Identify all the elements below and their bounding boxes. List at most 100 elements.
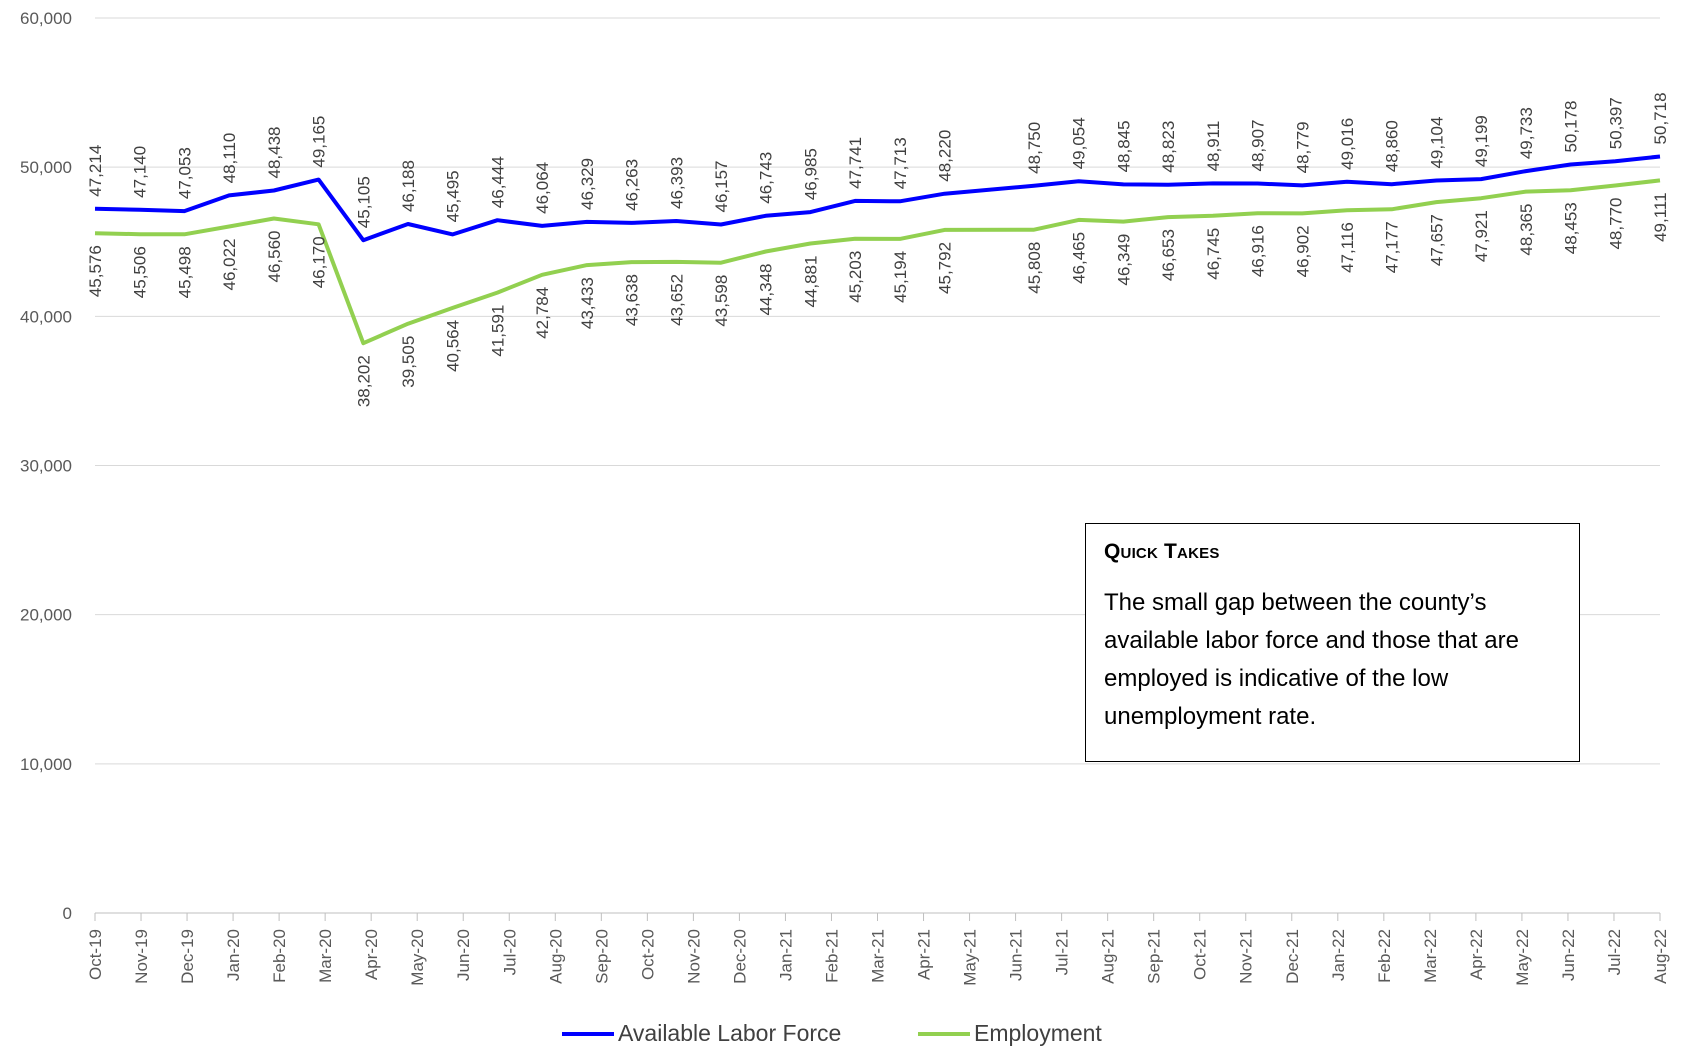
data-label-labor-force: 46,157 <box>712 160 731 212</box>
quick-takes-box: Quick Takes The small gap between the co… <box>1085 523 1580 762</box>
data-label-employment: 47,657 <box>1427 214 1446 266</box>
x-tick-label: Dec-19 <box>178 929 197 984</box>
x-tick-label: Nov-21 <box>1237 929 1256 984</box>
x-tick-label: May-22 <box>1513 929 1532 986</box>
data-label-labor-force: 46,064 <box>533 162 552 214</box>
x-tick-label: Apr-20 <box>362 929 381 980</box>
legend-label-labor-force: Available Labor Force <box>618 1020 842 1046</box>
data-label-employment: 47,921 <box>1472 210 1491 262</box>
quick-takes-text: The small gap between the county’s avail… <box>1104 589 1519 730</box>
x-tick-label: Oct-19 <box>86 929 105 980</box>
data-label-labor-force: 45,105 <box>354 176 373 228</box>
data-label-employment: 49,111 <box>1651 192 1670 241</box>
x-tick-label: Feb-20 <box>270 929 289 983</box>
data-label-labor-force: 46,444 <box>488 156 507 208</box>
data-label-labor-force: 48,438 <box>265 126 284 178</box>
x-tick-label: Mar-20 <box>316 929 335 983</box>
data-label-labor-force: 49,016 <box>1338 118 1357 170</box>
data-label-employment: 44,348 <box>757 263 776 315</box>
y-tick-label: 20,000 <box>20 606 72 625</box>
data-label-employment: 48,453 <box>1562 202 1581 254</box>
line-chart: 0 10,000 20,000 30,000 40,000 50,000 60,000 Oct… <box>20 9 1670 986</box>
y-tick-label: 30,000 <box>20 457 72 476</box>
x-tick-label: May-21 <box>961 929 980 986</box>
data-label-employment: 46,022 <box>220 239 239 291</box>
legend-item-labor-force: Available Labor Force <box>562 1019 841 1048</box>
data-label-labor-force: 46,985 <box>801 148 820 200</box>
data-label-employment: 47,177 <box>1383 221 1402 273</box>
y-tick-label: 0 <box>63 904 72 923</box>
data-label-labor-force: 47,713 <box>891 137 910 189</box>
data-label-labor-force: 48,911 <box>1204 121 1223 172</box>
data-label-labor-force: 47,140 <box>131 146 150 198</box>
data-label-employment: 46,560 <box>265 230 284 282</box>
x-tick-label: Aug-20 <box>546 929 565 984</box>
data-label-employment: 39,505 <box>399 336 418 388</box>
data-label-employment: 48,770 <box>1606 198 1625 250</box>
chart-legend: Available Labor Force Employment <box>0 1019 1681 1048</box>
data-label-employment: 43,598 <box>712 275 731 327</box>
data-label-labor-force: 48,823 <box>1159 121 1178 173</box>
data-label-employment: 45,808 <box>1025 242 1044 294</box>
data-label-labor-force: 47,053 <box>175 147 194 199</box>
data-label-employment: 41,591 <box>488 305 507 357</box>
x-tick-label: Jan-20 <box>224 929 243 981</box>
data-label-labor-force: 48,860 <box>1383 120 1402 172</box>
data-label-labor-force: 48,845 <box>1114 120 1133 172</box>
data-label-labor-force: 45,495 <box>444 170 463 222</box>
data-label-employment: 42,784 <box>533 287 552 339</box>
data-label-labor-force: 46,188 <box>399 160 418 212</box>
x-tick-label: Nov-19 <box>132 929 151 984</box>
data-label-employment: 44,881 <box>801 256 820 308</box>
x-tick-label: Sep-20 <box>592 929 611 984</box>
x-tick-label: Apr-22 <box>1467 929 1486 980</box>
data-label-employment: 38,202 <box>354 355 373 407</box>
series-line-labor-force <box>94 154 1661 243</box>
data-label-labor-force: 49,199 <box>1472 115 1491 167</box>
x-tick-label: Nov-20 <box>684 929 703 984</box>
data-label-labor-force: 48,110 <box>220 133 239 184</box>
data-label-employment: 47,116 <box>1338 222 1357 273</box>
x-tick-label: Oct-20 <box>638 929 657 980</box>
data-label-employment: 45,203 <box>846 251 865 303</box>
x-tick-label: Jun-20 <box>454 929 473 981</box>
data-label-employment: 45,194 <box>891 251 910 303</box>
series-line-employment <box>94 178 1661 346</box>
data-label-labor-force: 49,104 <box>1427 117 1446 169</box>
data-label-labor-force: 50,397 <box>1606 97 1625 149</box>
data-label-employment: 46,170 <box>310 236 329 288</box>
data-label-employment: 46,902 <box>1293 225 1312 277</box>
legend-label-employment: Employment <box>974 1020 1102 1046</box>
data-label-labor-force: 46,743 <box>757 152 776 204</box>
data-label-labor-force: 48,907 <box>1249 119 1268 171</box>
data-label-labor-force: 46,263 <box>623 159 642 211</box>
x-tick-label: Dec-21 <box>1283 929 1302 984</box>
x-tick-label: Mar-21 <box>869 929 888 983</box>
data-label-employment: 46,745 <box>1204 228 1223 280</box>
y-tick-label: 10,000 <box>20 755 72 774</box>
x-tick-label: Apr-21 <box>915 929 934 980</box>
data-label-labor-force: 49,054 <box>1070 117 1089 169</box>
x-tick-label: Sep-21 <box>1145 929 1164 984</box>
data-label-employment: 48,365 <box>1517 204 1536 256</box>
quick-takes-title: Quick Takes <box>1104 540 1220 563</box>
data-label-labor-force: 47,214 <box>86 145 105 197</box>
x-tick-label: Jan-22 <box>1329 929 1348 981</box>
x-tick-label: Aug-22 <box>1651 929 1670 984</box>
data-label-employment: 45,792 <box>936 242 955 294</box>
legend-swatch-employment <box>918 1031 970 1036</box>
x-tick-label: Dec-20 <box>730 929 749 984</box>
data-label-employment: 40,564 <box>444 320 463 372</box>
data-label-employment: 43,433 <box>578 277 597 329</box>
y-tick-label: 60,000 <box>20 9 72 28</box>
x-tick-label: Oct-21 <box>1191 929 1210 980</box>
x-tick-label: Jun-21 <box>1007 929 1026 981</box>
data-label-employment: 45,576 <box>86 245 105 297</box>
x-tick-label: Feb-21 <box>822 929 841 983</box>
data-label-employment: 46,916 <box>1249 225 1268 277</box>
data-label-employment: 45,506 <box>131 246 150 298</box>
legend-item-employment: Employment <box>918 1019 1102 1048</box>
data-label-employment: 46,349 <box>1114 234 1133 286</box>
data-label-labor-force: 46,393 <box>667 157 686 209</box>
data-label-labor-force: 46,329 <box>578 158 597 210</box>
